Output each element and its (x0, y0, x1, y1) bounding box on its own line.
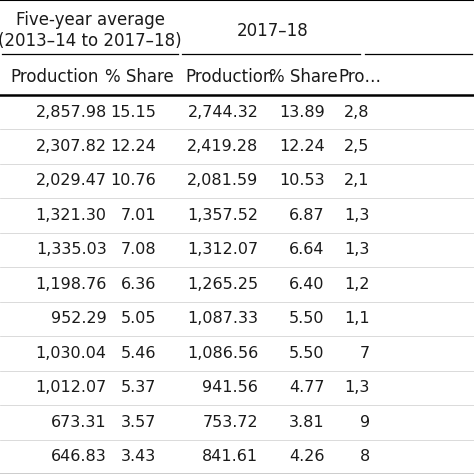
Text: 4.26: 4.26 (289, 449, 325, 464)
Text: 5.46: 5.46 (121, 346, 156, 361)
Text: 8: 8 (359, 449, 370, 464)
Text: 673.31: 673.31 (51, 415, 107, 430)
Text: 12.24: 12.24 (279, 139, 325, 154)
Text: 2017–18: 2017–18 (237, 22, 309, 40)
Text: 952.29: 952.29 (51, 311, 107, 327)
Text: 7.01: 7.01 (121, 208, 156, 223)
Text: Pro…: Pro… (339, 68, 382, 86)
Text: 6.40: 6.40 (289, 277, 325, 292)
Text: 941.56: 941.56 (202, 380, 258, 395)
Text: 1,3: 1,3 (344, 242, 370, 257)
Text: % Share: % Share (105, 68, 174, 86)
Text: 3.43: 3.43 (121, 449, 156, 464)
Text: Production: Production (186, 68, 274, 86)
Text: 841.61: 841.61 (202, 449, 258, 464)
Text: 1,312.07: 1,312.07 (187, 242, 258, 257)
Text: % Share: % Share (269, 68, 338, 86)
Text: 7: 7 (360, 346, 370, 361)
Text: Production: Production (10, 68, 99, 86)
Text: 2,081.59: 2,081.59 (187, 173, 258, 189)
Text: 5.37: 5.37 (121, 380, 156, 395)
Text: 9: 9 (360, 415, 370, 430)
Text: 2,857.98: 2,857.98 (36, 105, 107, 119)
Text: 1,030.04: 1,030.04 (36, 346, 107, 361)
Text: 6.64: 6.64 (289, 242, 325, 257)
Text: 13.89: 13.89 (279, 105, 325, 119)
Text: 6.87: 6.87 (289, 208, 325, 223)
Text: 3.81: 3.81 (289, 415, 325, 430)
Text: 2,744.32: 2,744.32 (187, 105, 258, 119)
Text: 5.50: 5.50 (289, 311, 325, 327)
Text: 1,3: 1,3 (344, 380, 370, 395)
Text: 10.53: 10.53 (279, 173, 325, 189)
Text: 5.50: 5.50 (289, 346, 325, 361)
Text: 6.36: 6.36 (121, 277, 156, 292)
Text: 2,8: 2,8 (344, 105, 370, 119)
Text: 1,321.30: 1,321.30 (36, 208, 107, 223)
Text: Five-year average
(2013–14 to 2017–18): Five-year average (2013–14 to 2017–18) (0, 11, 182, 50)
Text: 1,086.56: 1,086.56 (187, 346, 258, 361)
Text: 1,335.03: 1,335.03 (36, 242, 107, 257)
Text: 15.15: 15.15 (110, 105, 156, 119)
Text: 1,3: 1,3 (344, 208, 370, 223)
Text: 10.76: 10.76 (110, 173, 156, 189)
Text: 1,357.52: 1,357.52 (187, 208, 258, 223)
Text: 753.72: 753.72 (203, 415, 258, 430)
Text: 1,087.33: 1,087.33 (187, 311, 258, 327)
Text: 4.77: 4.77 (289, 380, 325, 395)
Text: 1,2: 1,2 (344, 277, 370, 292)
Text: 1,265.25: 1,265.25 (187, 277, 258, 292)
Text: 2,5: 2,5 (344, 139, 370, 154)
Text: 12.24: 12.24 (110, 139, 156, 154)
Text: 2,419.28: 2,419.28 (187, 139, 258, 154)
Text: 1,012.07: 1,012.07 (36, 380, 107, 395)
Text: 1,1: 1,1 (344, 311, 370, 327)
Text: 646.83: 646.83 (51, 449, 107, 464)
Text: 3.57: 3.57 (121, 415, 156, 430)
Text: 5.05: 5.05 (121, 311, 156, 327)
Text: 7.08: 7.08 (121, 242, 156, 257)
Text: 2,029.47: 2,029.47 (36, 173, 107, 189)
Text: 2,307.82: 2,307.82 (36, 139, 107, 154)
Text: 2,1: 2,1 (344, 173, 370, 189)
Text: 1,198.76: 1,198.76 (35, 277, 107, 292)
